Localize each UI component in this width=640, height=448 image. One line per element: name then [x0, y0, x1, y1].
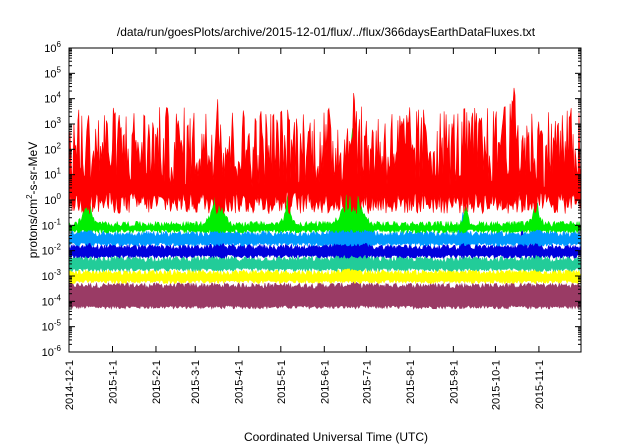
y-tick-label-12: 10-6 [42, 344, 62, 359]
x-tick-label-4: 2015-4-1 [234, 360, 246, 404]
y-tick-label-base-3: 10 [44, 119, 56, 131]
y-tick-label-2: 104 [44, 91, 61, 106]
y-tick-label-base-9: 10 [42, 271, 54, 283]
y-tick-label-11: 10-5 [42, 319, 62, 334]
y-tick-label-5: 101 [44, 167, 61, 182]
y-tick-label-exp-6: 0 [57, 192, 62, 201]
y-tick-label-exp-3: 3 [57, 116, 62, 125]
y-tick-label-base-6: 10 [44, 195, 56, 207]
y-axis-label-suffix: -s-sr-MeV [26, 142, 40, 195]
y-tick-label-0: 106 [44, 40, 61, 55]
x-tick-label-5: 2015-5-1 [276, 360, 288, 404]
plot-area-frame [68, 47, 582, 353]
y-tick-label-base-2: 10 [44, 94, 56, 106]
y-tick-label-base-7: 10 [42, 220, 54, 232]
x-tick-label-9: 2015-9-1 [448, 360, 460, 404]
y-tick-label-1: 105 [44, 65, 61, 80]
y-tick-label-3: 103 [44, 116, 61, 131]
x-tick-label-11: 2015-11-1 [534, 360, 546, 409]
series-0-band [68, 281, 582, 310]
y-tick-label-exp-2: 4 [57, 91, 62, 100]
y-tick-label-exp-4: 2 [57, 141, 62, 150]
y-tick-label-6: 100 [44, 192, 61, 207]
y-tick-label-exp-8: -2 [54, 243, 62, 252]
x-tick-label-2: 2015-2-1 [151, 360, 163, 404]
y-tick-label-10: 10-4 [42, 293, 62, 308]
y-tick-label-9: 10-3 [42, 268, 62, 283]
y-tick-label-base-10: 10 [42, 296, 54, 308]
y-tick-label-exp-1: 5 [57, 65, 62, 74]
y-tick-label-base-0: 10 [44, 43, 56, 55]
x-tick-label-7: 2015-7-1 [361, 360, 373, 404]
x-tick-label-0: 2014-12-1 [64, 360, 76, 410]
x-tick-label-1: 2015-1-1 [107, 360, 119, 404]
chart-title: /data/run/goesPlots/archive/2015-12-01/f… [117, 25, 536, 39]
y-tick-label-exp-9: -3 [54, 268, 62, 277]
x-axis-label: Coordinated Universal Time (UTC) [244, 430, 428, 444]
y-tick-label-base-11: 10 [42, 322, 54, 334]
y-axis-label: protons/cm2-s-sr-MeV [25, 142, 40, 258]
x-tick-label-6: 2015-6-1 [319, 360, 331, 404]
y-tick-label-exp-7: -1 [54, 217, 62, 226]
y-axis-ticks: 10610510410310210110010-110-210-310-410-… [42, 40, 581, 359]
series-layer [68, 87, 582, 310]
x-tick-label-10: 2015-10-1 [490, 360, 502, 410]
y-tick-label-exp-10: -4 [54, 293, 62, 302]
y-tick-label-exp-0: 6 [57, 40, 62, 49]
x-tick-label-8: 2015-8-1 [405, 360, 417, 404]
y-axis-label-sup: 2 [25, 194, 34, 199]
y-tick-label-base-8: 10 [42, 246, 54, 258]
y-tick-label-base-5: 10 [44, 170, 56, 182]
y-tick-label-base-4: 10 [44, 144, 56, 156]
y-tick-label-base-12: 10 [42, 347, 54, 359]
y-tick-label-exp-11: -5 [54, 319, 62, 328]
y-axis-label-prefix: protons/cm [26, 199, 40, 258]
x-tick-label-3: 2015-3-1 [190, 360, 202, 404]
y-tick-label-7: 10-1 [42, 217, 62, 232]
y-tick-label-base-1: 10 [44, 68, 56, 80]
y-tick-label-exp-5: 1 [57, 167, 62, 176]
y-tick-label-8: 10-2 [42, 243, 62, 258]
y-tick-label-exp-12: -6 [54, 344, 62, 353]
y-tick-label-4: 102 [44, 141, 61, 156]
series-6-band [68, 87, 582, 215]
